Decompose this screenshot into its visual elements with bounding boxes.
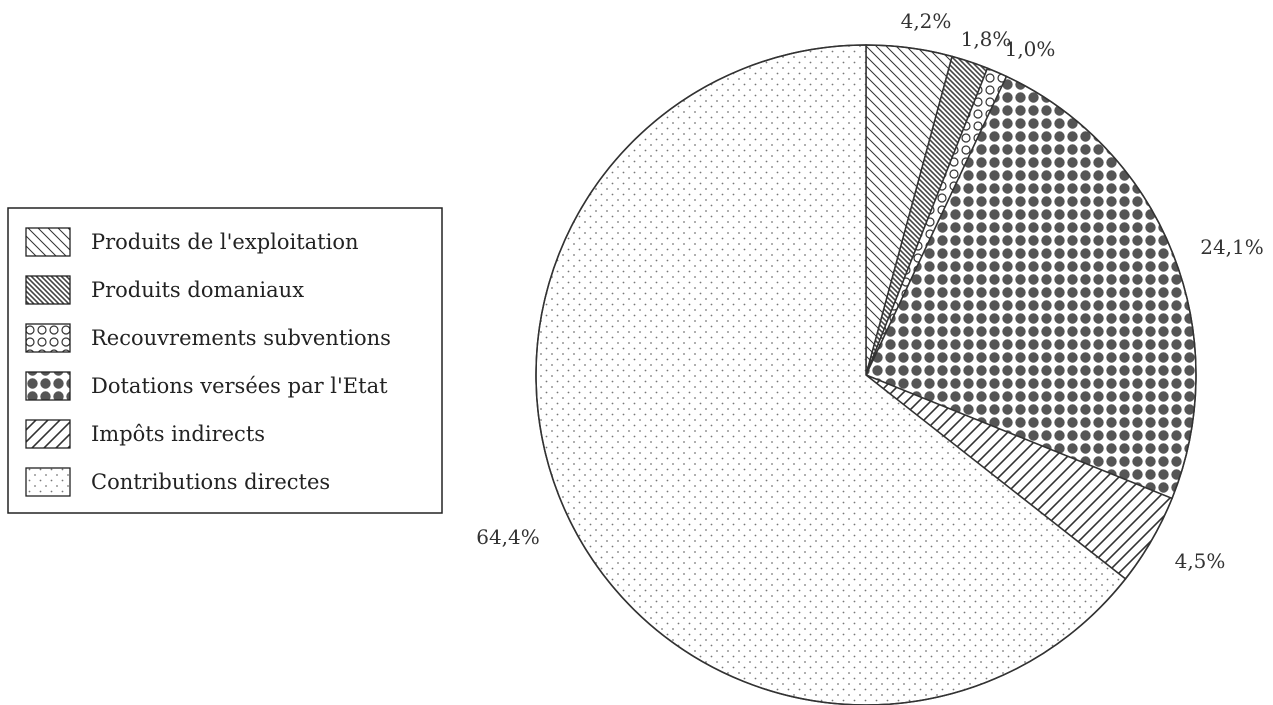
legend-label-1: Produits de l'exploitation <box>91 230 359 254</box>
slice-value-label-4: 24,1% <box>1200 235 1264 259</box>
legend-swatch-2 <box>25 275 71 305</box>
legend-swatch-3 <box>25 323 71 353</box>
pie-value-labels: 4,2% 1,8%1,0% 24,1% 4,5% 64,4% <box>476 9 1264 573</box>
slice-value-label-1: 4,2% <box>901 9 952 33</box>
legend-label-3: Recouvrements subventions <box>91 326 391 350</box>
legend-swatch-5 <box>25 419 71 449</box>
legend-label-5: Impôts indirects <box>91 422 265 446</box>
legend: Produits de l'exploitation Produits doman… <box>7 207 443 514</box>
slice-value-label-2: 1,8% <box>961 27 1012 51</box>
slice-value-label-6: 64,4% <box>476 525 540 549</box>
legend-label-4: Dotations versées par l'Etat <box>91 374 388 398</box>
legend-swatch-4 <box>25 371 71 401</box>
legend-label-2: Produits domaniaux <box>91 278 304 302</box>
pie-outline <box>535 44 1197 705</box>
slice-value-label-3: 1,0% <box>1005 37 1056 61</box>
legend-swatch-1 <box>25 227 71 257</box>
legend-box <box>7 207 443 514</box>
legend-label-6: Contributions directes <box>91 470 330 494</box>
legend-swatch-6 <box>25 467 71 497</box>
pie-slices <box>535 44 1197 705</box>
slice-value-label-5: 4,5% <box>1175 549 1226 573</box>
